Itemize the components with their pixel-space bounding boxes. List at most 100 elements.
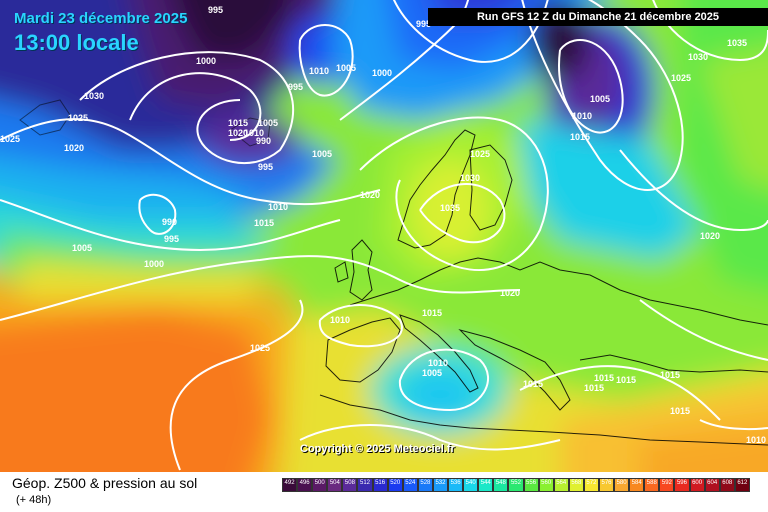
scale-swatch bbox=[583, 478, 599, 492]
isobar-label: 1015 bbox=[616, 375, 636, 385]
isobar-label: 1010 bbox=[746, 435, 766, 445]
isobar-labels: 995 1000 1030 1025 1025 1020 1005 990 995 1000 995… bbox=[0, 5, 766, 445]
isobar-label: 1015 bbox=[228, 118, 248, 128]
scale-label: 512 bbox=[360, 480, 371, 486]
scale-swatch bbox=[357, 478, 373, 492]
scale-swatch bbox=[342, 478, 358, 492]
legend-title: Géop. Z500 & pression au sol bbox=[12, 475, 198, 491]
isobar-label: 1030 bbox=[84, 91, 104, 101]
legend-subtitle: (+ 48h) bbox=[16, 494, 52, 506]
isobar-label: 1010 bbox=[572, 111, 592, 121]
isobar-label: 1020 bbox=[700, 231, 720, 241]
scale-label: 544 bbox=[480, 480, 491, 486]
scale-label: 596 bbox=[676, 480, 687, 486]
weather-map: 995 1000 1030 1025 1025 1020 1005 990 995 1000 995… bbox=[0, 0, 768, 472]
scale-swatch bbox=[674, 478, 690, 492]
scale-swatch bbox=[629, 478, 645, 492]
forecast-date: Mardi 23 décembre 2025 bbox=[14, 10, 188, 27]
isobar-label: 1005 bbox=[336, 63, 356, 73]
isobar-label: 1015 bbox=[660, 370, 680, 380]
isobar-label: 1025 bbox=[250, 343, 270, 353]
scale-swatch bbox=[644, 478, 660, 492]
scale-label: 492 bbox=[284, 480, 295, 486]
isobar-label: 1020 bbox=[228, 128, 248, 138]
scale-swatch bbox=[719, 478, 735, 492]
isobar-label: 1005 bbox=[312, 149, 332, 159]
scale-swatch bbox=[689, 478, 705, 492]
scale-label: 516 bbox=[375, 480, 386, 486]
scale-swatch bbox=[387, 478, 403, 492]
isobar-label: 1000 bbox=[196, 56, 216, 66]
scale-swatch bbox=[282, 478, 298, 492]
isobar-label: 1035 bbox=[727, 38, 747, 48]
forecast-time: 13:00 locale bbox=[14, 30, 139, 55]
color-scale-labels: 492 496 500 504 508 512 516 520 524 528 532 536 540 5… bbox=[282, 480, 750, 486]
scale-swatch bbox=[417, 478, 433, 492]
isobar-label: 1035 bbox=[440, 203, 460, 213]
scale-label: 600 bbox=[692, 480, 703, 486]
scale-swatch bbox=[568, 478, 584, 492]
scale-label: 496 bbox=[299, 480, 310, 486]
isobar-label: 995 bbox=[208, 5, 223, 15]
isobar-label: 1015 bbox=[422, 308, 442, 318]
isobar-label: 1020 bbox=[500, 288, 520, 298]
scale-swatch bbox=[312, 478, 328, 492]
isobar-label: 995 bbox=[288, 82, 303, 92]
scale-label: 508 bbox=[344, 480, 355, 486]
scale-swatch bbox=[327, 478, 343, 492]
isobar-label: 995 bbox=[164, 234, 179, 244]
isobar-label: 990 bbox=[162, 217, 177, 227]
scale-swatch bbox=[523, 478, 539, 492]
isobar-label: 1015 bbox=[523, 379, 543, 389]
coastlines bbox=[19, 99, 768, 446]
scale-label: 504 bbox=[329, 480, 340, 486]
isobar-label: 1025 bbox=[671, 73, 691, 83]
scale-swatch bbox=[734, 478, 750, 492]
scale-swatch bbox=[614, 478, 630, 492]
scale-swatch bbox=[659, 478, 675, 492]
scale-label: 552 bbox=[510, 480, 521, 486]
scale-label: 592 bbox=[661, 480, 672, 486]
scale-label: 548 bbox=[495, 480, 506, 486]
isobar-label: 995 bbox=[258, 162, 273, 172]
scale-label: 608 bbox=[722, 480, 733, 486]
isobar-label: 1005 bbox=[590, 94, 610, 104]
isobar-label: 990 bbox=[256, 136, 271, 146]
scale-label: 500 bbox=[314, 480, 325, 486]
isobar-label: 1030 bbox=[688, 52, 708, 62]
isobar-label: 1010 bbox=[330, 315, 350, 325]
isobar-label: 1015 bbox=[594, 373, 614, 383]
isobar-label: 1005 bbox=[258, 118, 278, 128]
scale-swatch bbox=[402, 478, 418, 492]
isobar-label: 1030 bbox=[460, 173, 480, 183]
isobar-label: 1015 bbox=[584, 383, 604, 393]
isobar-label: 1005 bbox=[72, 243, 92, 253]
copyright-notice: Copyright © 2025 Meteociel.fr bbox=[300, 443, 455, 455]
color-scale bbox=[282, 478, 750, 494]
scale-swatch bbox=[432, 478, 449, 492]
scale-label: 528 bbox=[420, 480, 431, 486]
scale-swatch bbox=[493, 478, 509, 492]
scale-swatch bbox=[553, 478, 569, 492]
scale-label: 588 bbox=[646, 480, 657, 486]
scale-swatch bbox=[463, 478, 479, 492]
scale-label: 524 bbox=[405, 480, 416, 486]
isobar-label: 1005 bbox=[422, 368, 442, 378]
scale-label: 612 bbox=[737, 480, 748, 486]
scale-label: 584 bbox=[631, 480, 642, 486]
geopotential-field bbox=[0, 0, 768, 472]
isobar-label: 1000 bbox=[144, 259, 164, 269]
run-banner: Run GFS 12 Z du Dimanche 21 décembre 202… bbox=[428, 8, 768, 26]
isobar-label: 1015 bbox=[570, 132, 590, 142]
scale-swatch bbox=[448, 478, 464, 492]
scale-label: 576 bbox=[601, 480, 612, 486]
scale-label: 540 bbox=[465, 480, 476, 486]
scale-label: 568 bbox=[571, 480, 582, 486]
isobar-label: 1025 bbox=[68, 113, 88, 123]
scale-swatch bbox=[478, 478, 494, 492]
isobar-label: 1015 bbox=[254, 218, 274, 228]
isobar-label: 1025 bbox=[0, 134, 20, 144]
isobar-label: 1010 bbox=[268, 202, 288, 212]
scale-swatch bbox=[704, 478, 720, 492]
isobar-label: 1025 bbox=[470, 149, 490, 159]
